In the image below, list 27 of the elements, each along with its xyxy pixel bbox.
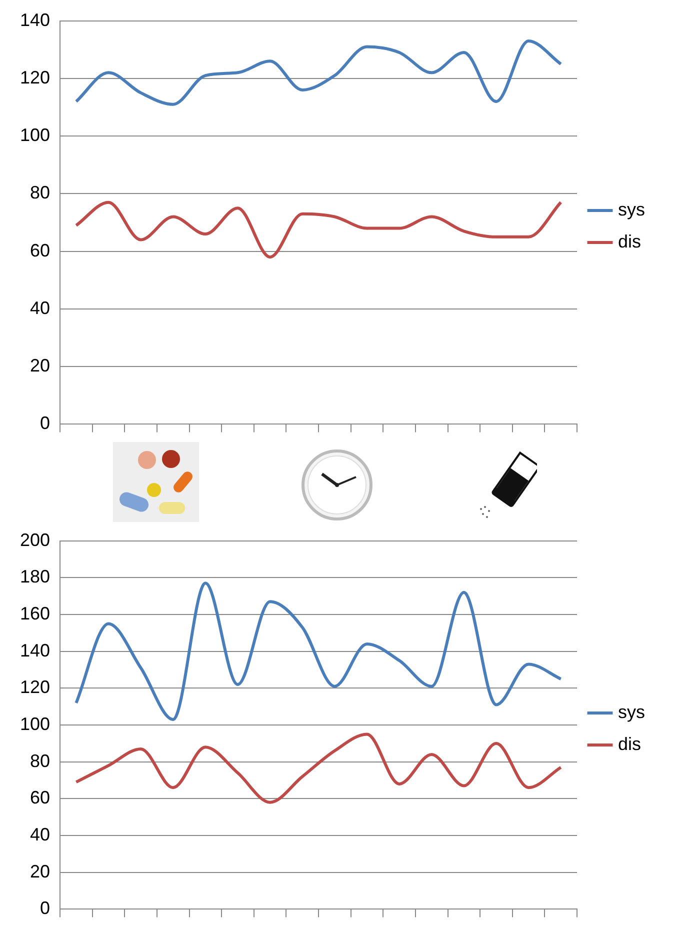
y-tick-label: 60 <box>30 240 50 260</box>
y-tick-label: 40 <box>30 824 50 844</box>
y-tick-label: 160 <box>20 603 50 624</box>
y-tick-label: 120 <box>20 677 50 698</box>
legend-label: sys <box>618 702 645 722</box>
y-tick-label: 80 <box>30 750 50 771</box>
y-tick-label: 100 <box>20 125 50 146</box>
y-tick-label: 180 <box>20 566 50 587</box>
line-series <box>74 200 562 259</box>
y-tick-label: 0 <box>40 413 50 434</box>
y-tick-label: 140 <box>20 640 50 660</box>
y-tick-label: 40 <box>30 298 50 318</box>
y-tick-label: 140 <box>20 10 50 30</box>
legend-label: dis <box>618 231 642 252</box>
y-tick-label: 120 <box>20 67 50 88</box>
legend-label: sys <box>618 199 645 220</box>
line-series <box>74 732 562 804</box>
legend-label: dis <box>618 734 642 754</box>
line-series <box>74 39 562 106</box>
y-tick-label: 60 <box>30 788 50 808</box>
y-tick-label: 80 <box>30 182 50 203</box>
y-tick-label: 20 <box>30 861 50 882</box>
y-tick-label: 20 <box>30 356 50 376</box>
y-tick-label: 100 <box>20 714 50 734</box>
y-tick-label: 200 <box>20 530 50 550</box>
line-series <box>74 582 562 721</box>
y-tick-label: 0 <box>40 898 50 918</box>
